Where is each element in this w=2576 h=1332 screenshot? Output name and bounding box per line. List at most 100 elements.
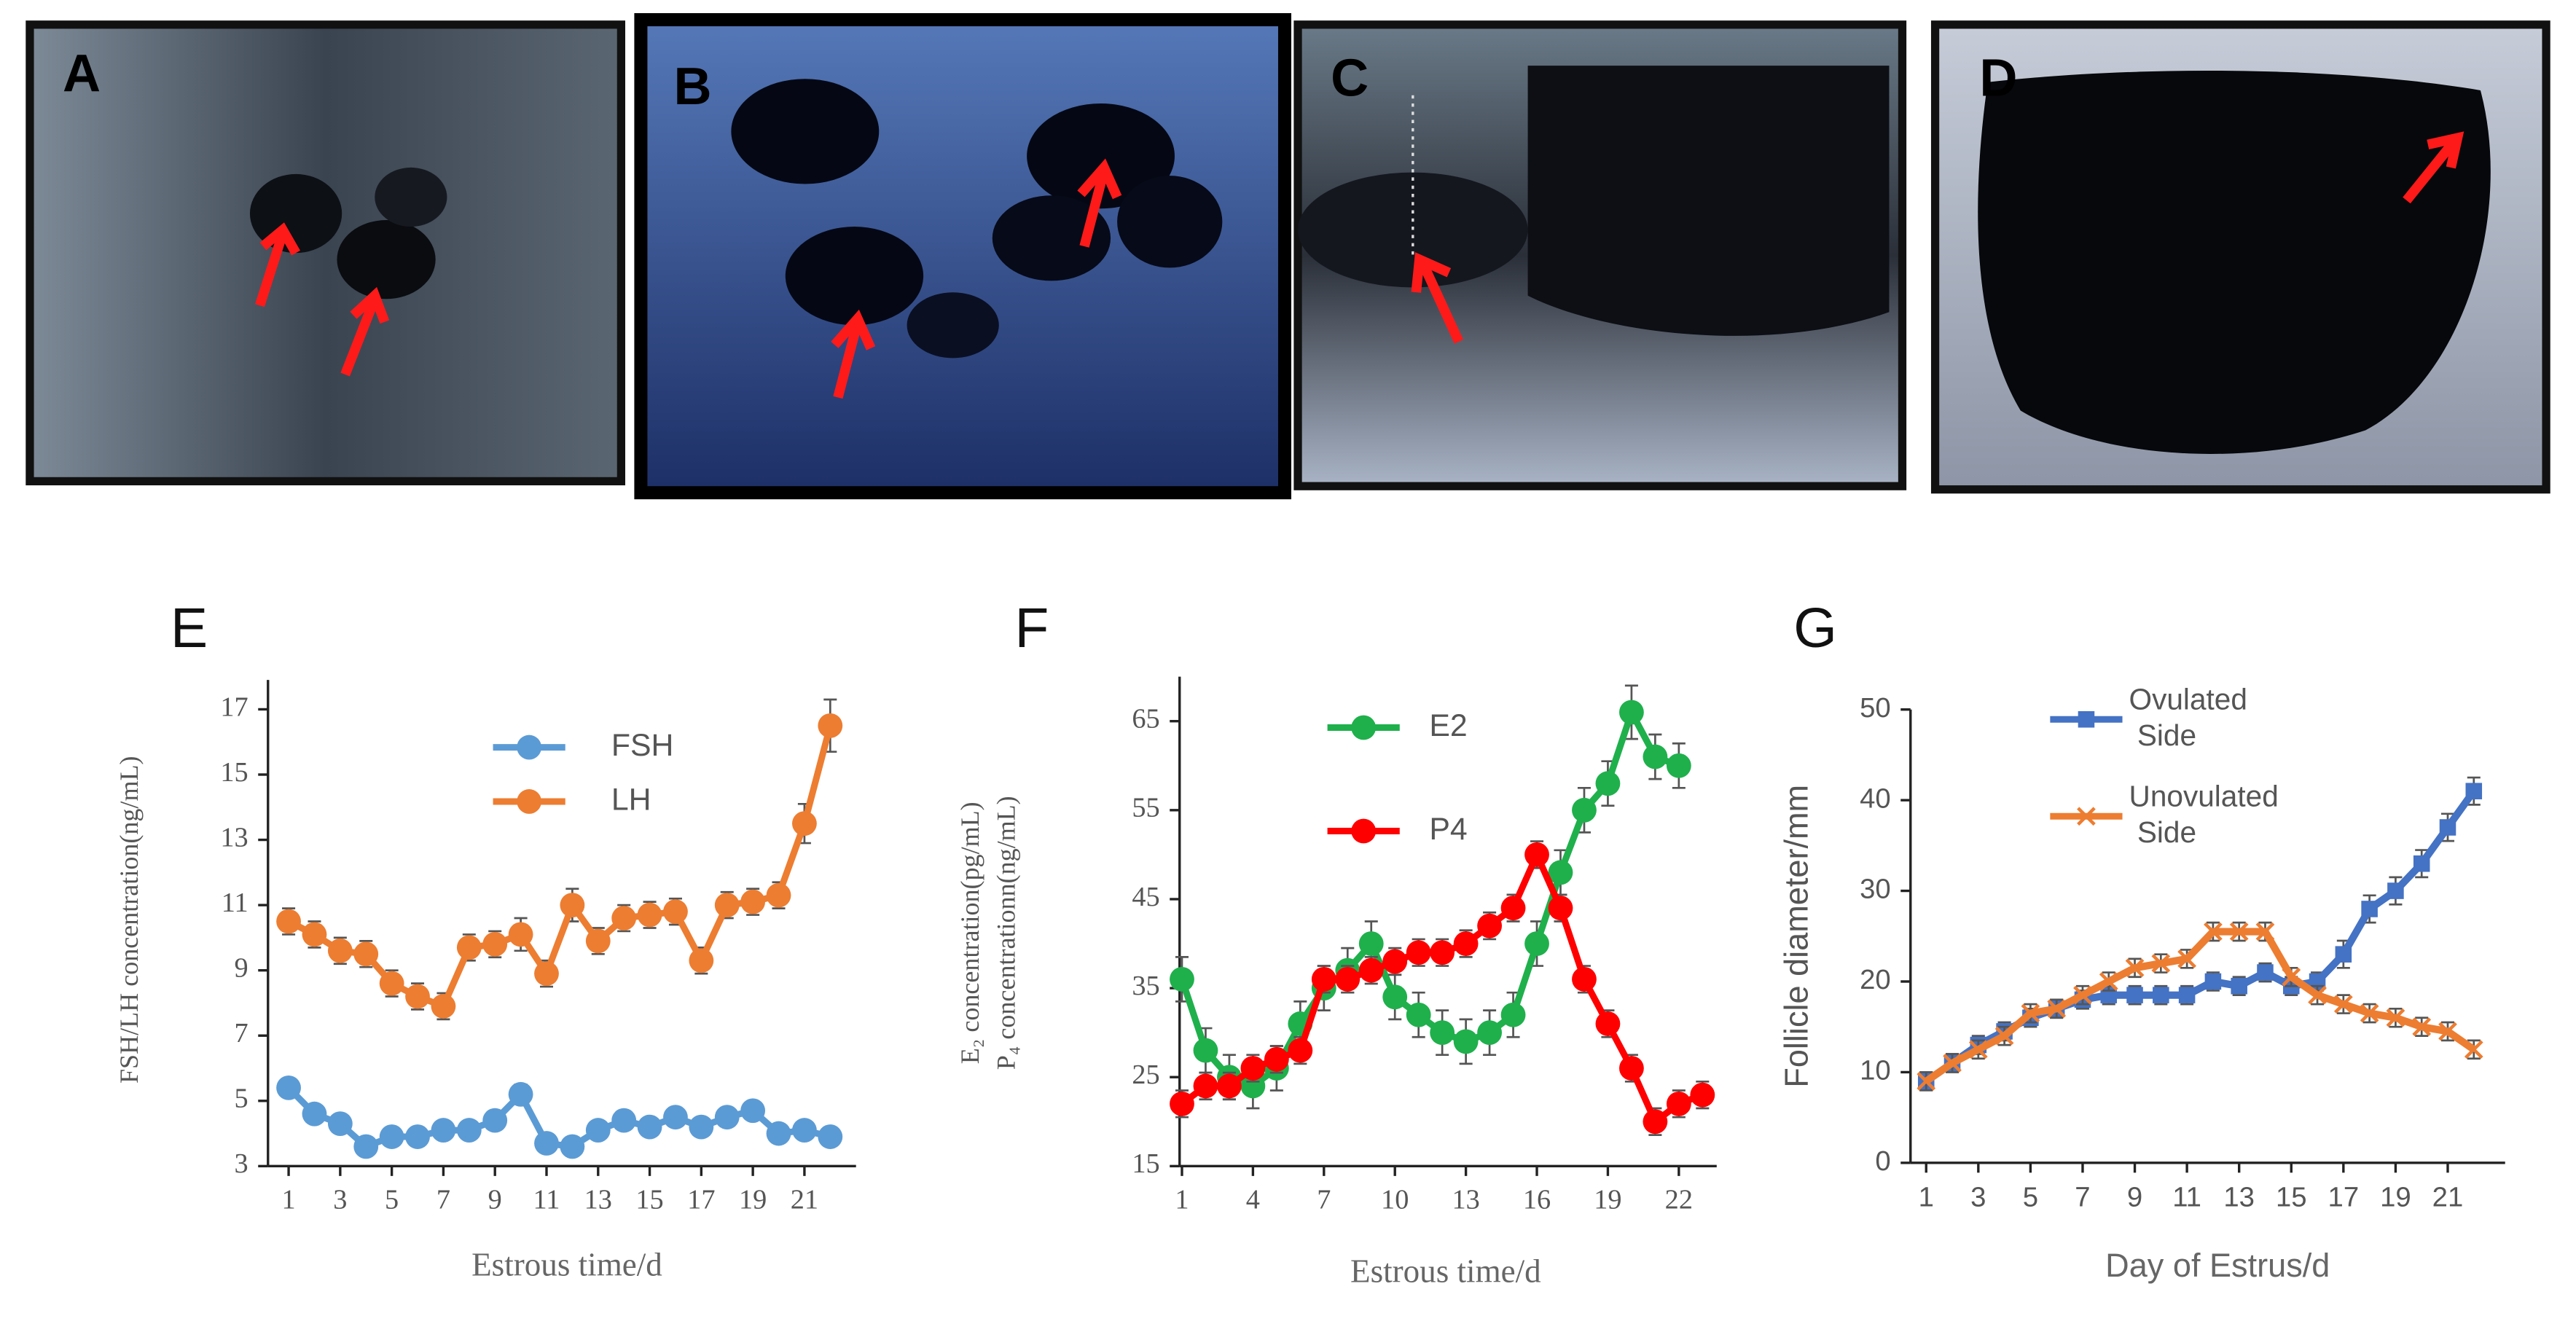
data-point — [1572, 797, 1597, 823]
x-tick-label: 16 — [1523, 1185, 1551, 1215]
data-point — [663, 899, 688, 924]
x-tick-label: 4 — [1246, 1185, 1260, 1215]
y-axis-label: E₂ concentration(pg/mL) — [955, 802, 984, 1064]
data-point — [1288, 1038, 1313, 1063]
y-axis-label: FSH/LH concentration(ng/mL) — [114, 756, 144, 1084]
x-tick-label: 13 — [1452, 1185, 1479, 1215]
follicle — [785, 227, 924, 326]
legend-label: E2 — [1429, 708, 1467, 743]
data-point — [1917, 1071, 1936, 1091]
data-point — [2204, 973, 2222, 990]
data-point — [766, 882, 791, 908]
data-point — [1477, 1020, 1502, 1046]
data-point — [1643, 744, 1668, 769]
x-axis-label: Estrous time/d — [1350, 1253, 1541, 1289]
data-point — [1477, 913, 1502, 939]
data-point — [431, 1118, 456, 1143]
data-point — [2464, 1040, 2483, 1059]
data-point — [456, 1118, 482, 1143]
legend-label-line: Unovulated — [2129, 779, 2279, 812]
data-point — [2204, 922, 2223, 941]
x-tick-label: 3 — [1970, 1182, 1986, 1213]
data-point — [1666, 1091, 1691, 1116]
follicle — [992, 195, 1111, 281]
legend-label-line: Ovulated — [2129, 682, 2247, 716]
data-point — [302, 922, 327, 947]
x-tick-label: 19 — [1594, 1185, 1621, 1215]
legend-marker — [1351, 818, 1377, 844]
panel-label: F — [1014, 598, 1049, 659]
data-point — [405, 984, 430, 1009]
data-point — [1453, 931, 1479, 956]
legend-label: Ovulated Side — [2129, 682, 2247, 752]
data-point — [2151, 954, 2171, 973]
data-point — [1968, 1040, 1988, 1059]
cyst — [1978, 70, 2491, 454]
data-point — [689, 1114, 714, 1140]
x-tick-label: 15 — [2276, 1182, 2307, 1213]
data-point — [1500, 896, 1526, 921]
ultrasound-d: D — [1930, 20, 2550, 494]
data-point — [1193, 1038, 1218, 1063]
x-tick-label: 5 — [385, 1185, 399, 1215]
series-line — [1924, 928, 2476, 1085]
data-point — [2282, 967, 2301, 987]
data-point — [714, 893, 740, 918]
panel-label: E — [171, 598, 208, 659]
panel-label: C — [1331, 50, 1369, 108]
follicle — [1027, 103, 1175, 209]
ultrasound-c: C — [1293, 20, 1907, 490]
legend-label: Unovulated Side — [2129, 779, 2279, 849]
x-tick-label: 9 — [2127, 1182, 2142, 1213]
data-point — [508, 922, 533, 947]
y-tick-label: 9 — [235, 952, 248, 983]
x-tick-label: 19 — [2380, 1182, 2411, 1213]
data-point — [534, 961, 559, 987]
arrow — [255, 222, 390, 377]
y-tick-label: 65 — [1132, 704, 1159, 734]
data-point — [2387, 882, 2404, 899]
data-point — [276, 1075, 301, 1100]
data-point — [1453, 1029, 1479, 1054]
data-point — [2177, 949, 2196, 968]
y-axis-label: P₄ concentrationn(ng/mL) — [992, 796, 1021, 1070]
follicle — [375, 167, 447, 227]
data-point — [1217, 1073, 1242, 1099]
data-point — [2438, 1022, 2457, 1041]
x-tick-label: 13 — [2223, 1182, 2255, 1213]
series-line — [287, 724, 834, 1010]
ultrasound-b: B — [634, 13, 1292, 500]
data-point — [1595, 1011, 1621, 1036]
data-point — [689, 948, 714, 973]
x-tick-label: 7 — [436, 1185, 450, 1215]
y-tick-label: 17 — [220, 692, 248, 722]
x-tick-label: 21 — [791, 1185, 818, 1215]
data-point — [2360, 1003, 2379, 1023]
data-point — [2412, 1017, 2432, 1037]
data-point — [353, 1134, 379, 1159]
data-point — [1170, 1091, 1194, 1116]
data-point — [1358, 957, 1384, 983]
data-point — [611, 906, 637, 931]
data-point — [2361, 901, 2378, 917]
data-point — [2021, 1003, 2040, 1023]
panel-label: B — [674, 58, 712, 116]
data-point — [2047, 999, 2067, 1019]
arrow — [2403, 131, 2465, 204]
data-point — [2257, 964, 2274, 981]
data-point — [792, 1118, 817, 1143]
data-point — [431, 994, 456, 1019]
data-point — [405, 1124, 430, 1149]
y-tick-label: 20 — [1860, 964, 1891, 995]
x-tick-label: 11 — [2172, 1182, 2201, 1213]
data-point — [792, 811, 817, 837]
data-point — [1382, 949, 1408, 974]
x-tick-label: 9 — [488, 1185, 502, 1215]
data-point — [1358, 931, 1384, 956]
data-point — [2126, 987, 2143, 1003]
legend-label: LH — [611, 782, 651, 817]
x-tick-label: 5 — [2023, 1182, 2038, 1213]
data-point — [2335, 946, 2352, 963]
